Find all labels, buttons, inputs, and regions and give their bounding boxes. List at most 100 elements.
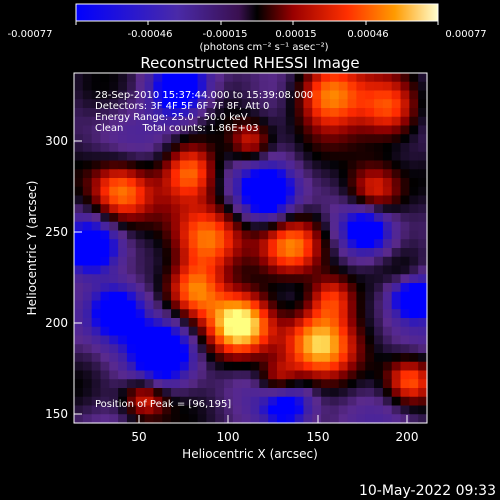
heatmap-cell	[321, 318, 331, 328]
heatmap-cell	[400, 204, 410, 214]
heatmap-cell	[250, 414, 260, 424]
heatmap-cell	[100, 405, 110, 415]
heatmap-cell	[135, 335, 146, 345]
heatmap-cell	[188, 326, 199, 337]
heatmap-cell	[162, 326, 172, 337]
heatmap-cell	[135, 230, 146, 240]
heatmap-cell	[232, 143, 243, 153]
heatmap-cell	[197, 265, 207, 275]
heatmap-cell	[197, 335, 207, 345]
heatmap-cell	[285, 213, 296, 223]
heatmap-cell	[409, 186, 419, 197]
heatmap-cell	[285, 169, 296, 179]
heatmap-cell	[171, 388, 181, 398]
heatmap-cell	[285, 204, 296, 214]
heatmap-cell	[382, 239, 393, 249]
heatmap-cell	[232, 186, 243, 197]
heatmap-cell	[109, 265, 119, 275]
heatmap-cell	[374, 335, 384, 345]
heatmap-cell	[409, 239, 419, 249]
heatmap-cell	[303, 186, 313, 197]
heatmap-cell	[338, 204, 349, 214]
heatmap-cell	[74, 248, 84, 258]
heatmap-cell	[338, 169, 349, 179]
heatmap-cell	[126, 344, 137, 354]
info-line: Detectors: 3F 4F 5F 6F 7F 8F, Att 0	[95, 101, 269, 112]
heatmap-cell	[188, 99, 199, 109]
heatmap-cell	[197, 221, 207, 232]
heatmap-cell	[215, 309, 225, 319]
heatmap-cell	[232, 396, 243, 407]
heatmap-cell	[144, 99, 155, 109]
heatmap-cell	[215, 326, 225, 337]
heatmap-cell	[347, 195, 357, 205]
heatmap-cell	[109, 274, 119, 284]
heatmap-cell	[409, 326, 419, 337]
heatmap-cell	[91, 81, 102, 92]
heatmap-cell	[162, 344, 172, 354]
heatmap-cell	[374, 353, 384, 363]
heatmap-cell	[179, 353, 190, 363]
heatmap-cell	[391, 265, 402, 275]
heatmap-cell	[100, 160, 110, 170]
heatmap-cell	[400, 414, 410, 424]
heatmap-cell	[232, 195, 243, 205]
heatmap-cell	[215, 361, 225, 372]
heatmap-cell	[418, 326, 428, 337]
heatmap-cell	[321, 186, 331, 197]
heatmap-cell	[179, 256, 190, 267]
heatmap-cell	[91, 108, 102, 118]
heatmap-cell	[329, 108, 340, 118]
heatmap-cell	[197, 291, 207, 302]
heatmap-cell	[259, 344, 269, 354]
heatmap-cell	[276, 143, 287, 153]
heatmap-cell	[206, 405, 216, 415]
heatmap-cell	[74, 204, 84, 214]
heatmap-cell	[126, 256, 137, 267]
heatmap-cell	[250, 248, 260, 258]
heatmap-cell	[312, 265, 322, 275]
heatmap-cell	[250, 239, 260, 249]
heatmap-cell	[188, 221, 199, 232]
heatmap-cell	[197, 160, 207, 170]
heatmap-cell	[347, 414, 357, 424]
heatmap-cell	[365, 370, 375, 380]
heatmap-cell	[409, 405, 419, 415]
heatmap-cell	[259, 326, 269, 337]
heatmap-cell	[91, 73, 102, 83]
heatmap-cell	[365, 291, 375, 302]
heatmap-cell	[356, 143, 366, 153]
heatmap-cell	[224, 370, 234, 380]
heatmap-cell	[312, 300, 322, 310]
heatmap-cell	[356, 361, 366, 372]
heatmap-cell	[144, 256, 155, 267]
heatmap-cell	[135, 160, 146, 170]
heatmap-cell	[329, 230, 340, 240]
heatmap-cell	[215, 335, 225, 345]
heatmap-cell	[365, 143, 375, 153]
heatmap-cell	[206, 90, 216, 100]
heatmap-cell	[259, 396, 269, 407]
heatmap-cell	[338, 256, 349, 267]
heatmap-cell	[391, 186, 402, 197]
heatmap-cell	[400, 108, 410, 118]
heatmap-cell	[347, 283, 357, 293]
heatmap-cell	[374, 81, 384, 92]
heatmap-cell	[338, 73, 349, 83]
heatmap-cell	[153, 160, 163, 170]
heatmap-cell	[162, 195, 172, 205]
heatmap-cell	[250, 116, 260, 127]
heatmap-cell	[312, 169, 322, 179]
heatmap-cell	[276, 318, 287, 328]
heatmap-cell	[232, 291, 243, 302]
heatmap-cell	[215, 213, 225, 223]
heatmap-cell	[312, 213, 322, 223]
heatmap-cell	[418, 108, 428, 118]
heatmap-cell	[82, 204, 93, 214]
heatmap-cell	[294, 90, 305, 100]
heatmap-cell	[303, 213, 313, 223]
heatmap-cell	[215, 125, 225, 135]
heatmap-cell	[91, 353, 102, 363]
heatmap-cell	[356, 151, 366, 162]
heatmap-cell	[118, 256, 128, 267]
